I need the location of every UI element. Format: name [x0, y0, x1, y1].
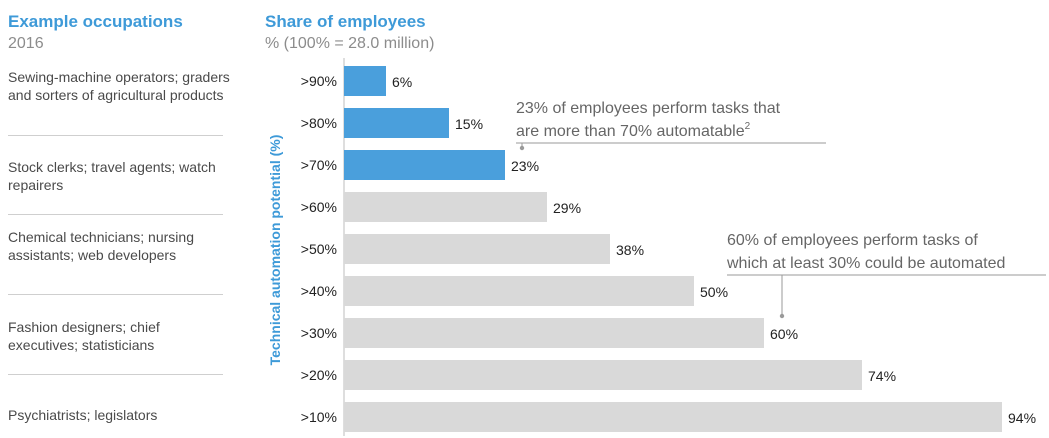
value-label: 74%: [868, 368, 896, 384]
occupation-group-5: Psychiatrists; legislators: [8, 407, 158, 423]
bar-1: [344, 66, 386, 96]
bar-9: [344, 402, 1002, 432]
occupation-divider: [8, 214, 223, 215]
category-label: >10%: [301, 409, 337, 425]
bar-3: [344, 150, 505, 180]
bar-6: [344, 276, 694, 306]
category-label: >30%: [301, 325, 337, 341]
value-label: 23%: [511, 158, 539, 174]
value-label: 60%: [770, 326, 798, 342]
category-label: >40%: [301, 283, 337, 299]
occupation-group-3: Chemical technicians; nursing assistants…: [8, 229, 194, 263]
y-axis-title: Technical automation potential (%): [267, 135, 283, 366]
annotation-2-line-1: 60% of employees perform tasks of: [727, 232, 978, 249]
occupation-divider: [8, 135, 223, 136]
occupation-group-4: Fashion designers; chief executives; sta…: [8, 319, 160, 353]
value-label: 94%: [1008, 410, 1036, 426]
annotation-1-superscript: 2: [745, 121, 751, 132]
value-label: 50%: [700, 284, 728, 300]
value-label: 38%: [616, 242, 644, 258]
bar-8: [344, 360, 862, 390]
occupation-group-2: Stock clerks; travel agents; watch repai…: [8, 159, 216, 193]
annotation-2-line-2: which at least 30% could be automated: [726, 255, 1005, 272]
occupations-title: Example occupations: [8, 12, 183, 31]
category-label: >80%: [301, 115, 337, 131]
annotation-1-line-2: are more than 70% automatable2: [516, 121, 751, 140]
share-title: Share of employees: [265, 12, 426, 31]
value-label: 15%: [455, 116, 483, 132]
occupation-divider: [8, 374, 223, 375]
category-label: >50%: [301, 241, 337, 257]
occupation-divider: [8, 294, 223, 295]
occupation-group-1: Sewing-machine operators; graders and so…: [8, 69, 230, 103]
bar-7: [344, 318, 764, 348]
bar-2: [344, 108, 449, 138]
category-label: >70%: [301, 157, 337, 173]
value-label: 6%: [392, 74, 412, 90]
bar-5: [344, 234, 610, 264]
occupations-year: 2016: [8, 35, 44, 52]
value-label: 29%: [553, 200, 581, 216]
annotation-1-line-1: 23% of employees perform tasks that: [516, 100, 781, 117]
annotation-2-dot: [779, 313, 785, 319]
annotation-1-dot: [519, 145, 525, 151]
category-label: >60%: [301, 199, 337, 215]
category-label: >20%: [301, 367, 337, 383]
bar-4: [344, 192, 547, 222]
share-subtitle: % (100% = 28.0 million): [265, 35, 435, 52]
category-label: >90%: [301, 73, 337, 89]
